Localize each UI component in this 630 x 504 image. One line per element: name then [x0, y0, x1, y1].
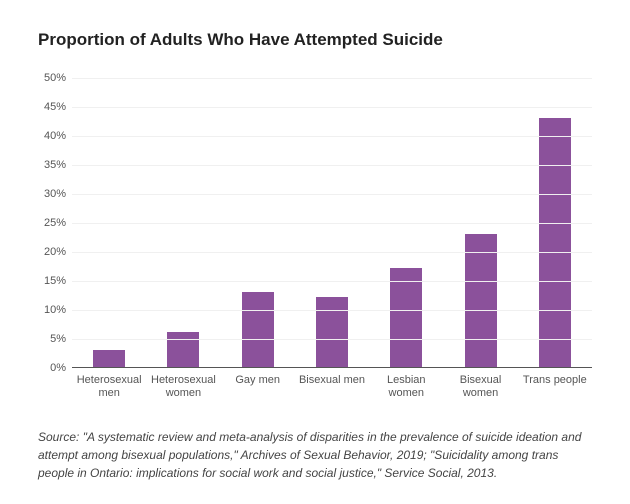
gridline	[72, 78, 592, 79]
bar	[93, 350, 125, 367]
ytick-label: 0%	[34, 362, 66, 374]
xtick-label: Lesbian women	[369, 374, 443, 400]
xtick-label: Trans people	[518, 374, 592, 400]
gridline	[72, 310, 592, 311]
gridline	[72, 194, 592, 195]
bar	[242, 292, 274, 367]
gridline	[72, 165, 592, 166]
gridline	[72, 252, 592, 253]
bar	[539, 118, 571, 367]
ytick-label: 25%	[34, 217, 66, 229]
source-caption: Source: "A systematic review and meta-an…	[38, 428, 592, 482]
chart-container: Proportion of Adults Who Have Attempted …	[0, 0, 630, 502]
xtick-label: Heterosexual men	[72, 374, 146, 400]
chart-title: Proportion of Adults Who Have Attempted …	[38, 30, 592, 50]
ytick-label: 50%	[34, 72, 66, 84]
gridline	[72, 136, 592, 137]
gridline	[72, 107, 592, 108]
ytick-label: 30%	[34, 188, 66, 200]
plot-region: 0%5%10%15%20%25%30%35%40%45%50%	[72, 78, 592, 368]
xtick-label: Heterosexual women	[146, 374, 220, 400]
xtick-label: Bisexual women	[443, 374, 517, 400]
chart-area: 0%5%10%15%20%25%30%35%40%45%50% Heterose…	[72, 78, 592, 400]
ytick-label: 20%	[34, 246, 66, 258]
gridline	[72, 339, 592, 340]
x-axis: Heterosexual menHeterosexual womenGay me…	[72, 374, 592, 400]
ytick-label: 10%	[34, 304, 66, 316]
ytick-label: 5%	[34, 333, 66, 345]
bar	[167, 332, 199, 367]
xtick-label: Gay men	[221, 374, 295, 400]
xtick-label: Bisexual men	[295, 374, 369, 400]
ytick-label: 45%	[34, 101, 66, 113]
bar	[316, 297, 348, 367]
ytick-label: 15%	[34, 275, 66, 287]
gridline	[72, 223, 592, 224]
bar	[390, 268, 422, 367]
gridline	[72, 281, 592, 282]
ytick-label: 35%	[34, 159, 66, 171]
ytick-label: 40%	[34, 130, 66, 142]
bar	[465, 234, 497, 367]
